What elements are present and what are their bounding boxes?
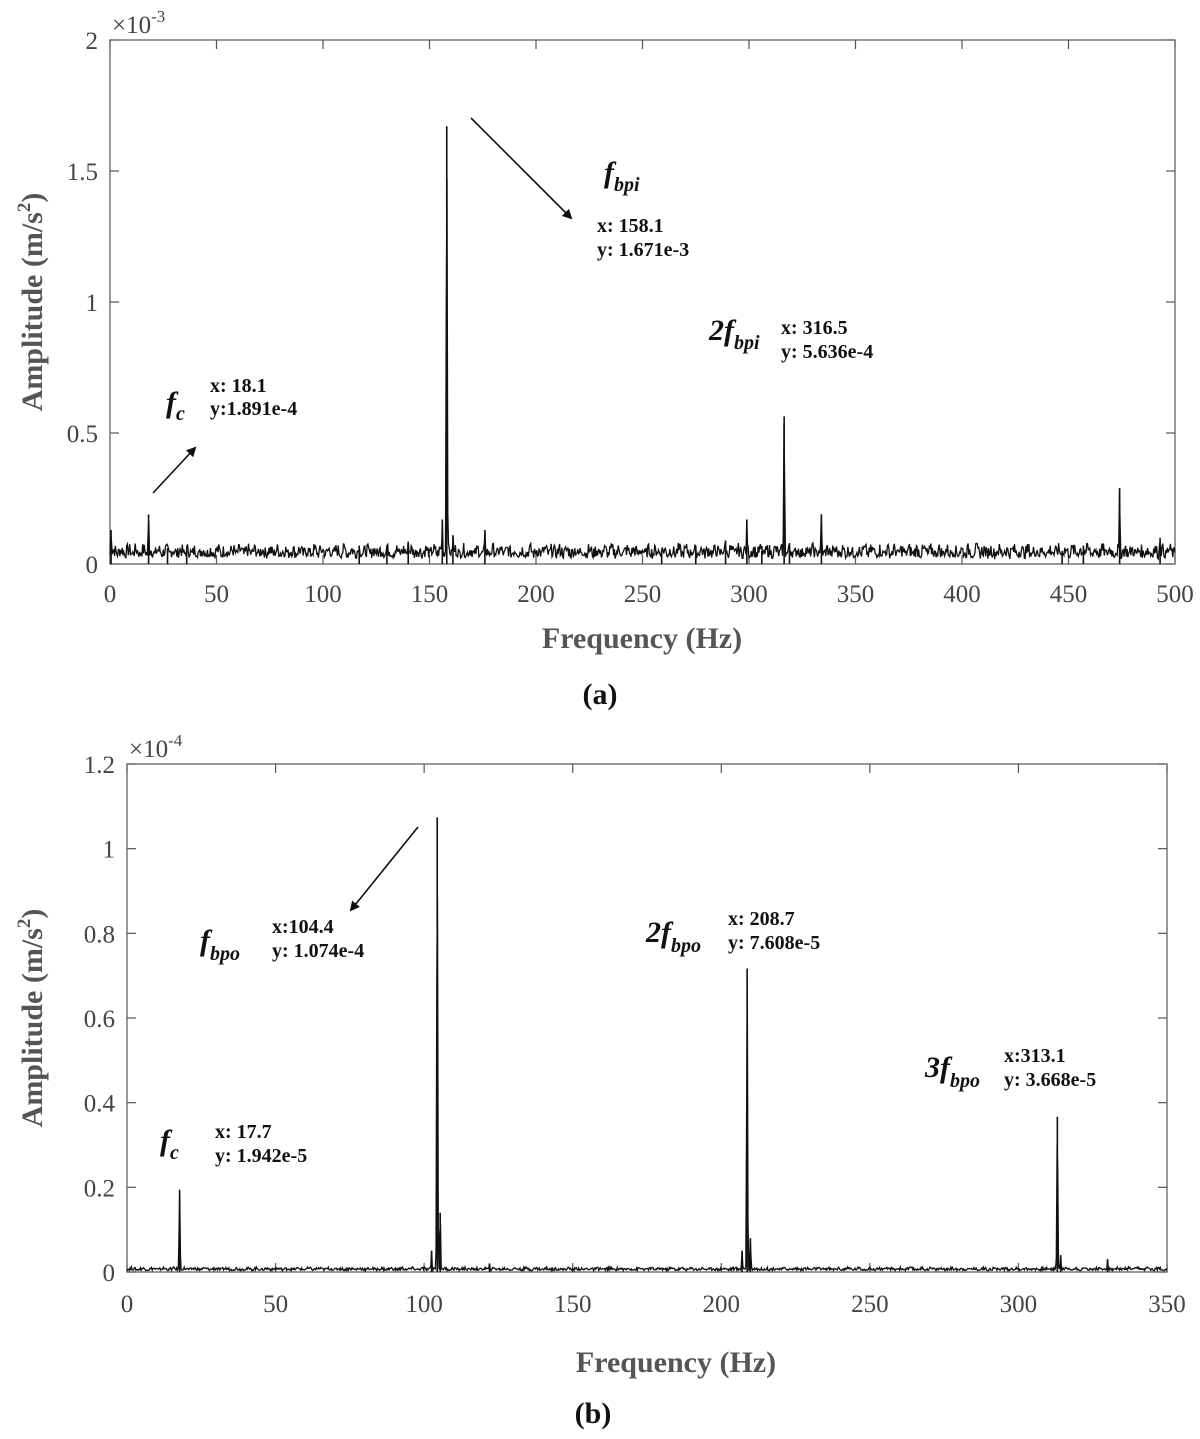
panel-label-b: (b) (575, 1397, 612, 1430)
x-tick-label-b: 100 (405, 1291, 443, 1318)
x-tick-label-a: 300 (730, 581, 768, 608)
annotation-fc-b: fc x: 17.7 y: 1.942e-5 (160, 1121, 307, 1167)
peak-markers-a (110, 126, 1161, 564)
arrow-fbpi-a (470, 117, 573, 220)
y-tick-label-b: 0.4 (84, 1091, 116, 1118)
x-tick-label-a: 50 (204, 581, 229, 608)
annotation-fbpo-b-symbol: fbpo (200, 924, 240, 965)
y-tick-label-b: 0 (103, 1260, 116, 1287)
y-tick-label-a: 1.5 (67, 159, 98, 186)
plot-frame-a (109, 39, 1176, 565)
annotation-fbpo-b: fbpo x:104.4 y: 1.074e-4 (200, 826, 419, 965)
x-tick-label-a: 350 (837, 581, 875, 608)
annotation-2fbpi-a-symbol: 2fbpi (708, 314, 760, 354)
x-tick-label-a: 400 (943, 581, 981, 608)
spectrum-line-a (109, 178, 1176, 561)
panel-label-a: (a) (583, 678, 618, 711)
y-multiplier-a: ×10-3 (112, 7, 165, 39)
annotation-2fbpi-a-x: x: 316.5 (781, 317, 848, 339)
y-tick-label-b: 0.2 (84, 1175, 115, 1202)
y-tick-label-b: 1.2 (84, 752, 115, 779)
x-tick-label-b: 200 (703, 1291, 741, 1318)
annotation-2fbpo-b: 2fbpo x: 208.7 y: 7.608e-5 (645, 908, 820, 957)
annotation-fc-b-y: y: 1.942e-5 (215, 1145, 307, 1167)
annotation-fc-a-y: y:1.891e-4 (210, 398, 297, 420)
annotation-fbpi-a-x: x: 158.1 (597, 215, 664, 237)
arrow-fc-a (152, 446, 197, 494)
annotation-fc-a-x: x: 18.1 (210, 375, 267, 397)
annotation-fbpi-a: fbpi x: 158.1 y: 1.671e-3 (470, 117, 689, 261)
y-tick-label-a: 0 (86, 552, 99, 579)
y-axis-label-a: Amplitude (m/s2) (14, 193, 49, 412)
x-tick-label-a: 250 (624, 581, 662, 608)
annotation-2fbpi-a-y: y: 5.636e-4 (781, 341, 873, 363)
y-multiplier-b: ×10-4 (129, 731, 183, 763)
annotation-2fbpo-b-symbol: 2fbpo (645, 916, 701, 957)
x-tick-label-a: 100 (304, 581, 342, 608)
annotation-fc-b-x: x: 17.7 (215, 1121, 272, 1143)
plot-frame-b (126, 763, 1168, 1273)
x-tick-label-a: 200 (517, 581, 555, 608)
x-tick-label-b: 300 (1000, 1291, 1038, 1318)
peak-markers-b (178, 817, 1109, 1272)
annotation-3fbpo-b-y: y: 3.668e-5 (1004, 1069, 1096, 1091)
chart-b: 0 50 100 150 200 250 300 350 00.20.40.60.811.2 … (14, 731, 1186, 1430)
y-tick-label-a: 0.5 (67, 421, 98, 448)
x-ticks-a: 0 50 100 150 200 250 300 350 400 450 500 (104, 40, 1194, 608)
x-tick-label-b: 350 (1148, 1291, 1186, 1318)
y-tick-label-a: 1 (86, 290, 99, 317)
arrow-fbpo-b (349, 826, 419, 912)
x-axis-label-a: Frequency (Hz) (542, 622, 742, 655)
x-tick-label-b: 250 (851, 1291, 889, 1318)
y-tick-label-a: 2 (86, 28, 99, 55)
annotation-3fbpo-b-symbol: 3fbpo (924, 1051, 980, 1092)
x-axis-label-b: Frequency (Hz) (576, 1346, 776, 1379)
annotation-fbpo-b-x: x:104.4 (272, 916, 334, 938)
annotation-3fbpo-b-x: x:313.1 (1004, 1045, 1066, 1067)
annotation-2fbpi-a: 2fbpi x: 316.5 y: 5.636e-4 (708, 314, 873, 363)
annotation-fbpo-b-y: y: 1.074e-4 (272, 940, 364, 962)
chart-a: 0 50 100 150 200 250 300 350 400 450 500 0 0.5 1 1.5 2… (14, 7, 1194, 711)
annotation-fc-a: fc x: 18.1 y:1.891e-4 (152, 375, 297, 494)
spectrum-line-b (126, 898, 1168, 1273)
annotation-fc-a-symbol: fc (166, 386, 185, 425)
y-tick-label-b: 0.8 (84, 921, 115, 948)
y-ticks-b: 0 0.2 0.4 0.6 0.8 1 1.2 (84, 752, 1167, 1287)
y-axis-label-b: Amplitude (m/s2) (14, 909, 49, 1128)
x-tick-label-a: 150 (411, 581, 449, 608)
y-tick-label-b: 0.6 (84, 1006, 115, 1033)
x-tick-label-b: 150 (554, 1291, 592, 1318)
x-tick-label-a: 500 (1156, 581, 1194, 608)
x-tick-label-b: 0 (121, 1291, 134, 1318)
annotation-3fbpo-b: 3fbpo x:313.1 y: 3.668e-5 (924, 1045, 1096, 1092)
y-tick-label-b: 1 (103, 837, 116, 864)
x-ticks-b: 0 50 100 150 200 250 300 350 (121, 764, 1186, 1318)
annotation-fbpi-a-y: y: 1.671e-3 (597, 239, 689, 261)
annotation-2fbpo-b-x: x: 208.7 (728, 908, 795, 930)
x-tick-label-b: 50 (263, 1291, 288, 1318)
y-ticks-a: 0 0.5 1 1.5 2 (67, 28, 1175, 579)
annotation-fbpi-a-symbol: fbpi (604, 156, 640, 196)
x-tick-label-a: 0 (104, 581, 117, 608)
annotation-2fbpo-b-y: y: 7.608e-5 (728, 932, 820, 954)
x-tick-label-a: 450 (1050, 581, 1088, 608)
annotation-fc-b-symbol: fc (160, 1124, 179, 1164)
